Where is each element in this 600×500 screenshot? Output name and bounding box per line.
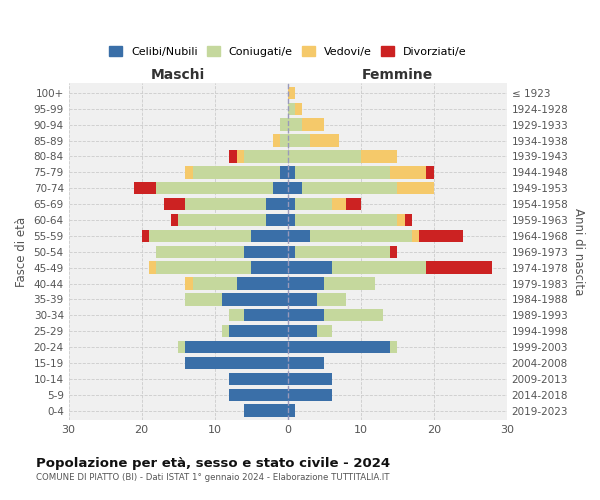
Bar xyxy=(229,309,244,322)
Bar xyxy=(185,293,222,306)
Bar xyxy=(266,214,287,226)
Bar xyxy=(185,357,287,369)
Bar xyxy=(273,134,280,146)
Bar xyxy=(266,198,287,210)
Bar xyxy=(295,246,390,258)
Bar xyxy=(331,262,427,274)
Bar xyxy=(287,246,295,258)
Bar xyxy=(287,341,390,353)
Bar xyxy=(280,166,287,178)
Bar xyxy=(317,293,346,306)
Bar xyxy=(229,372,287,385)
Bar xyxy=(317,325,331,338)
Bar xyxy=(287,102,295,115)
Bar xyxy=(404,214,412,226)
Bar xyxy=(236,150,244,162)
Bar xyxy=(287,309,324,322)
Bar xyxy=(229,325,287,338)
Bar xyxy=(390,166,427,178)
Bar xyxy=(287,86,295,99)
Bar xyxy=(171,214,178,226)
Bar xyxy=(287,388,331,401)
Bar xyxy=(287,182,302,194)
Bar xyxy=(324,278,376,289)
Bar xyxy=(287,404,295,417)
Bar xyxy=(287,166,295,178)
Bar xyxy=(244,309,287,322)
Bar xyxy=(156,182,273,194)
Bar xyxy=(193,166,280,178)
Bar xyxy=(287,134,310,146)
Y-axis label: Fasce di età: Fasce di età xyxy=(15,216,28,287)
Bar xyxy=(236,278,287,289)
Bar xyxy=(287,278,324,289)
Bar xyxy=(244,150,287,162)
Bar xyxy=(310,230,412,242)
Bar xyxy=(302,118,324,131)
Bar xyxy=(251,262,287,274)
Bar xyxy=(222,325,229,338)
Bar xyxy=(280,134,287,146)
Bar xyxy=(142,230,149,242)
Bar xyxy=(427,262,492,274)
Bar xyxy=(222,293,287,306)
Bar xyxy=(331,198,346,210)
Bar xyxy=(302,182,397,194)
Bar xyxy=(185,278,193,289)
Bar xyxy=(390,341,397,353)
Bar xyxy=(287,230,310,242)
Bar xyxy=(346,198,361,210)
Bar xyxy=(412,230,419,242)
Bar xyxy=(427,166,434,178)
Bar xyxy=(295,166,390,178)
Text: Popolazione per età, sesso e stato civile - 2024: Popolazione per età, sesso e stato civil… xyxy=(36,458,390,470)
Y-axis label: Anni di nascita: Anni di nascita xyxy=(572,208,585,296)
Bar xyxy=(310,134,339,146)
Bar xyxy=(287,118,302,131)
Bar xyxy=(287,357,324,369)
Bar xyxy=(134,182,156,194)
Bar xyxy=(295,198,331,210)
Bar xyxy=(397,182,434,194)
Bar xyxy=(287,150,361,162)
Bar xyxy=(164,198,185,210)
Bar xyxy=(287,262,331,274)
Bar xyxy=(185,166,193,178)
Bar xyxy=(390,246,397,258)
Bar xyxy=(178,214,266,226)
Bar xyxy=(287,293,317,306)
Bar xyxy=(149,230,251,242)
Bar xyxy=(419,230,463,242)
Bar xyxy=(193,278,236,289)
Bar xyxy=(361,150,397,162)
Legend: Celibi/Nubili, Coniugati/e, Vedovi/e, Divorziati/e: Celibi/Nubili, Coniugati/e, Vedovi/e, Di… xyxy=(104,42,471,62)
Bar xyxy=(244,246,287,258)
Bar xyxy=(178,341,185,353)
Text: Maschi: Maschi xyxy=(151,68,205,82)
Bar xyxy=(287,198,295,210)
Bar xyxy=(273,182,287,194)
Bar xyxy=(397,214,404,226)
Bar xyxy=(287,325,317,338)
Bar xyxy=(185,198,266,210)
Bar xyxy=(244,404,287,417)
Bar xyxy=(324,309,383,322)
Bar xyxy=(156,246,244,258)
Bar xyxy=(295,102,302,115)
Text: Femmine: Femmine xyxy=(362,68,433,82)
Bar xyxy=(287,214,295,226)
Bar xyxy=(156,262,251,274)
Text: COMUNE DI PIATTO (BI) - Dati ISTAT 1° gennaio 2024 - Elaborazione TUTTITALIA.IT: COMUNE DI PIATTO (BI) - Dati ISTAT 1° ge… xyxy=(36,472,389,482)
Bar xyxy=(280,118,287,131)
Bar xyxy=(149,262,156,274)
Bar xyxy=(185,341,287,353)
Bar xyxy=(295,214,397,226)
Bar xyxy=(251,230,287,242)
Bar xyxy=(229,150,236,162)
Bar xyxy=(287,372,331,385)
Bar xyxy=(229,388,287,401)
